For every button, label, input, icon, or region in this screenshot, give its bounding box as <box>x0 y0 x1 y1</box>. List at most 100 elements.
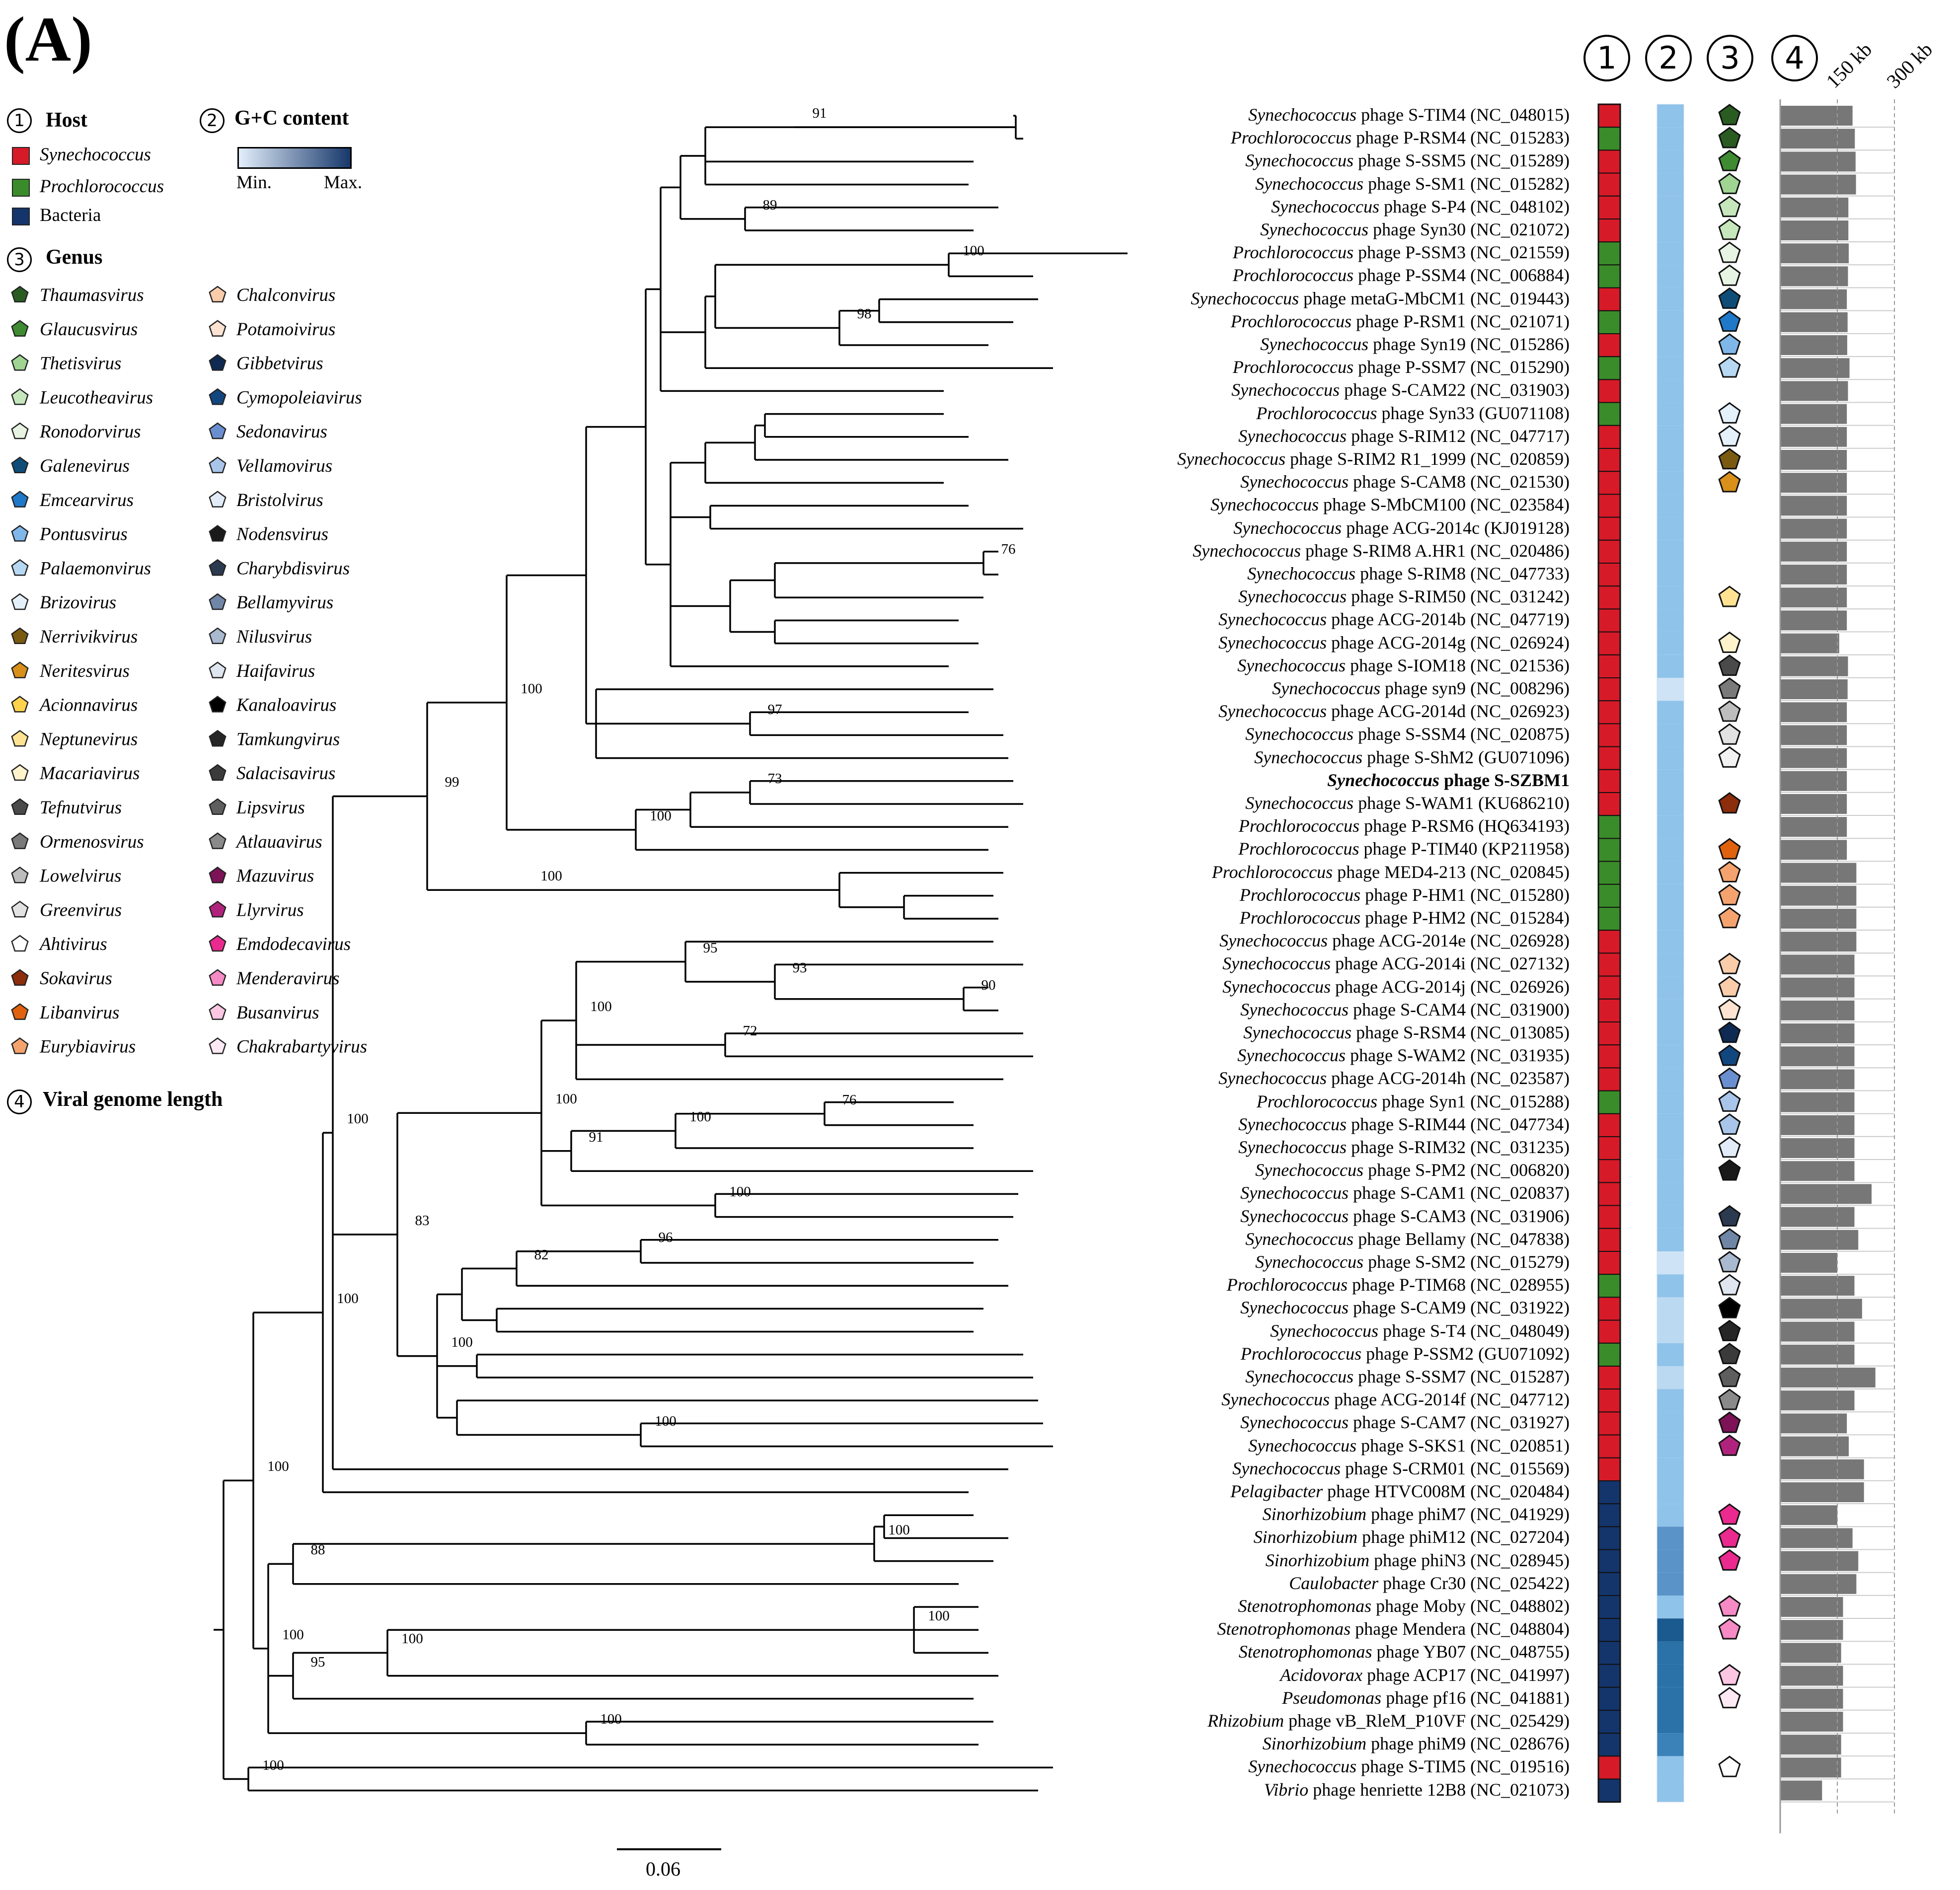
length-bar <box>1780 840 1847 860</box>
genus-legend-pentagon-icon <box>209 320 226 337</box>
leaf-label: Synechococcus phage S-CAM22 (NC_031903) <box>1231 380 1570 400</box>
leaf-genus: Rhizobium <box>1207 1711 1284 1731</box>
gc-cell <box>1657 701 1684 724</box>
host-cell <box>1598 907 1621 931</box>
gc-cell <box>1657 678 1684 701</box>
length-bar <box>1780 1000 1855 1020</box>
length-bar <box>1780 1436 1849 1456</box>
genus-legend-pentagon-icon <box>11 798 29 815</box>
bootstrap-label: 83 <box>415 1212 430 1229</box>
host-cell <box>1598 631 1621 655</box>
genus-pentagon-icon <box>1718 1113 1741 1135</box>
gc-cell <box>1657 517 1684 540</box>
bootstrap-label: 76 <box>842 1091 857 1108</box>
length-bar <box>1780 129 1855 149</box>
leaf-label: Synechococcus phage S-P4 (NC_048102) <box>1271 197 1570 217</box>
gc-cell <box>1657 196 1684 219</box>
legend-host-synechococcus: Synechococcus <box>40 145 151 165</box>
length-bar <box>1780 794 1847 814</box>
leaf-label: Prochlorococcus phage MED4-213 (NC_02084… <box>1212 862 1570 882</box>
leaf-genus: Synechococcus <box>1245 793 1354 813</box>
length-bar <box>1780 909 1857 929</box>
leaf-label: Synechococcus phage S-RSM4 (NC_013085) <box>1243 1022 1570 1042</box>
length-bar <box>1780 1620 1843 1640</box>
leaf-name: phage P-SSM3 (NC_021559) <box>1353 242 1570 263</box>
leaf-genus: Synechococcus <box>1218 609 1327 630</box>
leaf-genus: Synechococcus <box>1222 976 1331 997</box>
genus-legend-pentagon-icon <box>11 422 29 439</box>
genus-pentagon-icon <box>1718 677 1741 699</box>
leaf-genus: Pelagibacter <box>1230 1481 1323 1501</box>
leaf-genus: Stenotrophomonas <box>1238 1596 1372 1616</box>
leaf-name: phage S-TIM5 (NC_019516) <box>1357 1756 1570 1777</box>
leaf-genus: Synechococcus <box>1218 1068 1327 1089</box>
genus-legend-pentagon-icon <box>209 935 226 952</box>
genus-legend-pentagon-icon <box>11 559 29 576</box>
leaf-name: phage S-RSM4 (NC_013085) <box>1352 1022 1570 1042</box>
length-bar <box>1780 1643 1841 1663</box>
genus-legend-pentagon-icon <box>209 729 226 747</box>
gc-cell <box>1657 769 1684 793</box>
bootstrap-label: 93 <box>792 960 807 976</box>
leaf-genus: Sinorhizobium <box>1265 1550 1370 1570</box>
leaf-genus: Synechococcus <box>1238 586 1347 607</box>
genus-pentagon-icon <box>1718 172 1741 194</box>
gc-cell <box>1657 1205 1684 1229</box>
genus-pentagon-icon <box>1718 1319 1741 1341</box>
genus-legend-pentagon-icon <box>209 456 226 474</box>
leaf-name: phage S-CAM7 (NC_031927) <box>1349 1412 1570 1433</box>
leaf-genus: Synechococcus <box>1245 724 1354 744</box>
length-bar <box>1780 381 1848 401</box>
genus-pentagon-icon <box>1718 310 1741 332</box>
leaf-name: phage S-RIM50 (NC_031242) <box>1347 586 1570 607</box>
host-cell <box>1598 1664 1621 1688</box>
gc-cell <box>1657 1045 1684 1068</box>
leaf-genus: Synechococcus <box>1222 953 1331 974</box>
length-bar <box>1780 702 1847 723</box>
genus-pentagon-icon <box>1718 998 1741 1020</box>
genus-legend-label: Eurybiavirus <box>39 1037 136 1057</box>
leaf-label: Synechococcus phage S-TIM5 (NC_019516) <box>1248 1756 1570 1776</box>
gc-cell <box>1657 1228 1684 1251</box>
genus-legend-label: Neptunevirus <box>39 729 138 749</box>
leaf-label: Synechococcus phage S-RIM8 A.HR1 (NC_020… <box>1193 541 1570 561</box>
host-cell <box>1598 1480 1621 1505</box>
length-bar <box>1780 1069 1855 1090</box>
genus-legend-label: Llyrvirus <box>236 900 304 920</box>
leaf-name: phage S-TIM4 (NC_048015) <box>1357 105 1570 125</box>
leaf-name: phage P-RSM4 (NC_015283) <box>1352 128 1570 148</box>
leaf-label: Sinorhizobium phage phiM12 (NC_027204) <box>1254 1527 1570 1547</box>
host-cell <box>1598 1044 1621 1069</box>
genus-legend-label: Kanaloavirus <box>236 695 336 716</box>
legend-host-prochlorococcus: Prochlorococcus <box>40 176 164 197</box>
leaf-label: Prochlorococcus phage Syn33 (GU071108) <box>1256 403 1570 423</box>
leaf-label: Synechococcus phage S-RIM50 (NC_031242) <box>1238 586 1570 606</box>
leaf-genus: Stenotrophomonas <box>1238 1642 1372 1662</box>
leaf-genus: Synechococcus <box>1231 380 1340 400</box>
length-bar <box>1780 1321 1855 1342</box>
host-cell <box>1598 1182 1621 1206</box>
gc-cell <box>1657 540 1684 563</box>
length-bar <box>1780 151 1856 172</box>
gc-cell <box>1657 402 1684 426</box>
genus-legend-label: Menderavirus <box>236 968 340 989</box>
leaf-genus: Synechococcus <box>1238 1137 1347 1157</box>
host-cell <box>1598 769 1621 794</box>
leaf-label: Synechococcus phage S-CAM7 (NC_031927) <box>1240 1412 1570 1432</box>
genus-pentagon-icon <box>1718 471 1741 493</box>
gc-cell <box>1657 1504 1684 1527</box>
legend-marker-3: 3 <box>7 247 32 272</box>
leaf-genus: Synechococcus <box>1243 1022 1352 1042</box>
length-bar <box>1780 1184 1872 1204</box>
leaf-genus: Stenotrophomonas <box>1217 1619 1351 1639</box>
bootstrap-label: 95 <box>703 940 718 956</box>
genus-pentagon-icon <box>1718 1136 1741 1158</box>
genus-legend-pentagon-icon <box>209 696 226 713</box>
leaf-name: phage P-TIM40 (KP211958) <box>1359 839 1570 859</box>
gc-cell <box>1657 242 1684 265</box>
gc-cell <box>1657 1137 1684 1160</box>
length-bar <box>1780 1092 1855 1112</box>
leaf-label: Synechococcus phage S-WAM2 (NC_031935) <box>1237 1045 1570 1065</box>
length-bar <box>1780 1276 1855 1296</box>
genus-legend-label: Salacisavirus <box>236 763 335 784</box>
